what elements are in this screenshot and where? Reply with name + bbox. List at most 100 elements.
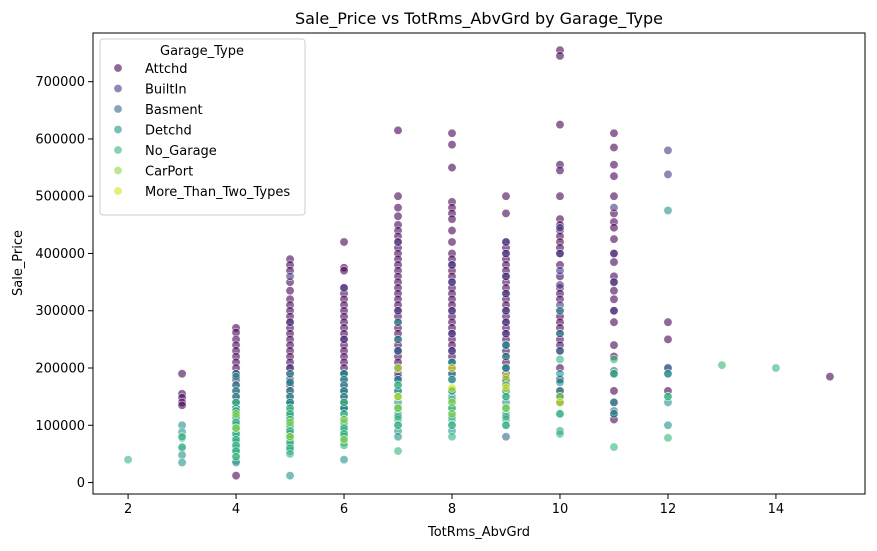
data-point: [555, 120, 565, 130]
legend-label: BuiltIn: [145, 83, 187, 98]
data-point: [447, 214, 457, 224]
y-tick-label: 400000: [35, 247, 85, 262]
data-point: [177, 442, 187, 452]
data-point: [177, 450, 187, 460]
legend-marker: [113, 84, 123, 94]
data-point: [609, 234, 619, 244]
data-point: [609, 294, 619, 304]
y-tick-label: 200000: [35, 362, 85, 377]
data-point: [771, 363, 781, 373]
data-point: [447, 306, 457, 316]
data-point: [231, 471, 241, 481]
y-tick-label: 0: [77, 476, 85, 491]
data-point: [177, 369, 187, 379]
legend-title: Garage_Type: [160, 44, 244, 59]
data-point: [555, 377, 565, 387]
data-point: [501, 191, 511, 201]
y-tick-label: 600000: [35, 132, 85, 147]
x-tick-label: 2: [124, 502, 132, 517]
data-point: [393, 346, 403, 356]
data-point: [339, 415, 349, 425]
data-point: [609, 354, 619, 364]
data-point: [447, 420, 457, 430]
data-point: [501, 352, 511, 362]
legend-marker: [113, 104, 123, 114]
data-point: [501, 420, 511, 430]
data-point: [393, 412, 403, 422]
data-point: [825, 372, 835, 382]
data-point: [231, 452, 241, 462]
data-point: [555, 306, 565, 316]
data-point: [339, 397, 349, 407]
data-point: [285, 286, 295, 296]
points-layer: [123, 45, 835, 481]
data-point: [555, 165, 565, 175]
data-point: [663, 369, 673, 379]
data-point: [393, 446, 403, 456]
data-point: [447, 128, 457, 138]
legend-marker: [113, 166, 123, 176]
legend-label: Detchd: [145, 124, 192, 139]
x-axis-label: TotRms_AbvGrd: [427, 525, 530, 540]
data-point: [501, 412, 511, 422]
data-point: [609, 277, 619, 287]
data-point: [285, 449, 295, 459]
data-point: [609, 171, 619, 181]
plot-frame: [92, 32, 866, 495]
data-point: [609, 386, 619, 396]
data-point: [339, 237, 349, 247]
data-point: [609, 286, 619, 296]
data-point: [393, 420, 403, 430]
y-tick-label: 300000: [35, 304, 85, 319]
data-point: [447, 363, 457, 373]
legend: Garage_Type Attchd BuiltIn Basment Detchd No…: [99, 38, 306, 216]
data-point: [285, 471, 295, 481]
data-point: [663, 334, 673, 344]
x-tick-label: 14: [768, 502, 785, 517]
data-point: [447, 260, 457, 270]
data-point: [447, 432, 457, 442]
data-point: [285, 271, 295, 281]
series-Detchd: [177, 206, 673, 481]
data-point: [555, 51, 565, 61]
data-point: [501, 271, 511, 281]
data-point: [285, 432, 295, 442]
data-point: [231, 423, 241, 433]
data-point: [663, 420, 673, 430]
legend-label: No_Garage: [145, 144, 217, 159]
data-point: [555, 266, 565, 276]
data-point: [555, 191, 565, 201]
data-point: [393, 403, 403, 413]
data-point: [555, 409, 565, 419]
data-point: [663, 145, 673, 155]
data-point: [339, 435, 349, 445]
data-point: [555, 369, 565, 379]
series-More_Than_Two_Types: [393, 363, 565, 407]
x-tick-label: 8: [448, 502, 456, 517]
data-point: [717, 360, 727, 370]
x-tick-label: 10: [552, 502, 569, 517]
data-point: [501, 363, 511, 373]
x-axis: 2 4 6 8 10 12 14: [124, 494, 784, 517]
legend-marker: [113, 63, 123, 73]
y-axis: 0 100000 200000 300000 400000 500000 600000 700…: [35, 75, 93, 491]
data-point: [609, 257, 619, 267]
data-point: [555, 248, 565, 258]
data-point: [501, 372, 511, 382]
data-point: [393, 380, 403, 390]
data-point: [501, 208, 511, 218]
data-point: [609, 203, 619, 213]
data-point: [555, 354, 565, 364]
data-point: [285, 317, 295, 327]
data-point: [393, 211, 403, 221]
data-point: [177, 458, 187, 468]
data-point: [393, 237, 403, 247]
data-point: [285, 377, 295, 387]
data-point: [447, 226, 457, 236]
data-point: [555, 280, 565, 290]
data-point: [609, 442, 619, 452]
data-point: [447, 237, 457, 247]
data-point: [609, 191, 619, 201]
data-point: [339, 266, 349, 276]
